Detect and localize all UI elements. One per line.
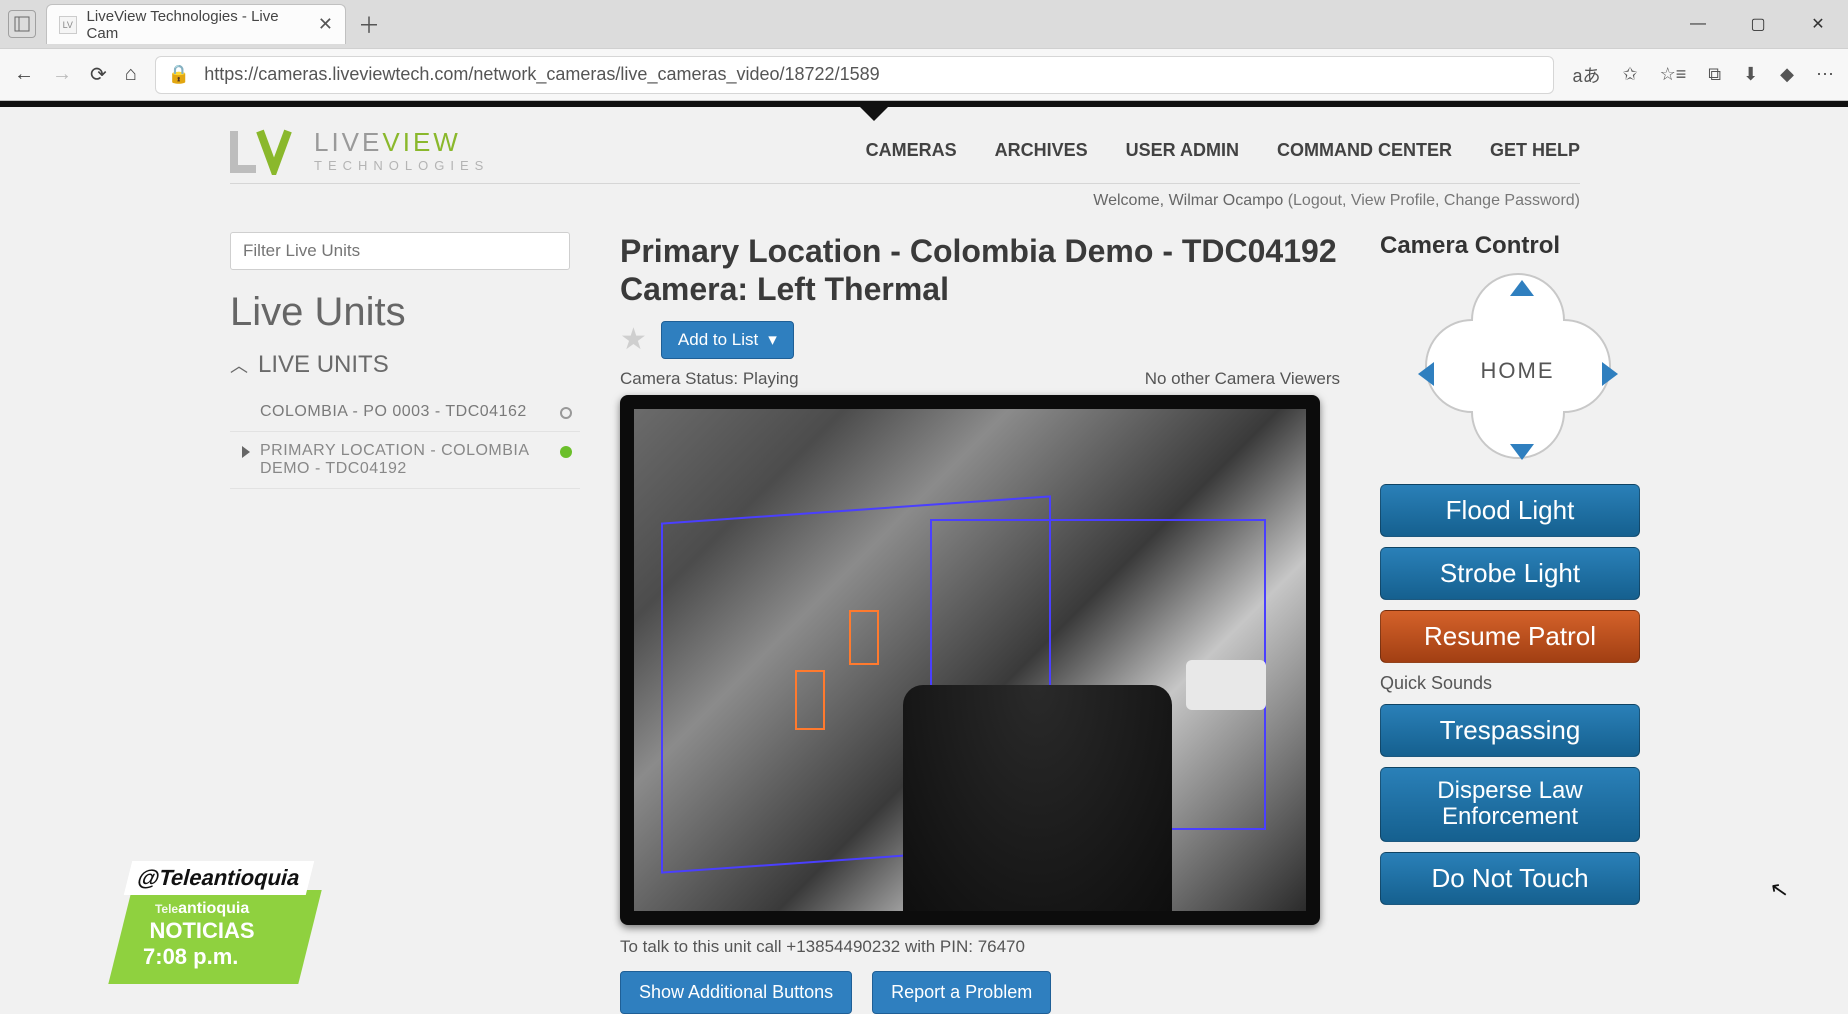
camera-control-title: Camera Control	[1380, 232, 1655, 260]
tab-title: LiveView Technologies - Live Cam	[87, 8, 308, 42]
extension-icon[interactable]: ◆	[1780, 64, 1794, 85]
tab-actions-button[interactable]	[8, 10, 36, 38]
welcome-user: Wilmar Ocampo	[1169, 192, 1284, 209]
nav-command-center[interactable]: COMMAND CENTER	[1277, 140, 1452, 161]
window-maximize-button[interactable]: ▢	[1728, 0, 1788, 48]
camera-status-label: Camera Status:	[620, 369, 743, 388]
report-problem-button[interactable]: Report a Problem	[872, 971, 1051, 1014]
url-field[interactable]: 🔒 https://cameras.liveviewtech.com/netwo…	[155, 56, 1555, 94]
home-button[interactable]: ⌂	[125, 63, 137, 86]
unit-item[interactable]: COLOMBIA - PO 0003 - TDC04162	[230, 393, 580, 432]
sound-do-not-touch-button[interactable]: Do Not Touch	[1380, 852, 1640, 905]
collections-icon[interactable]: ⧉	[1708, 64, 1721, 85]
page-body: LIVEVIEW TECHNOLOGIES CAMERAS ARCHIVES U…	[0, 107, 1848, 1014]
welcome-prefix: Welcome,	[1093, 192, 1168, 209]
back-button[interactable]: ←	[14, 63, 34, 86]
downloads-icon[interactable]: ⬇	[1743, 64, 1758, 85]
scene-shape	[903, 685, 1172, 911]
nav-get-help[interactable]: GET HELP	[1490, 140, 1580, 161]
chevron-up-icon: ︿	[230, 352, 248, 378]
logo-text-1a: LIVE	[314, 127, 382, 157]
talk-line: To talk to this unit call +13854490232 w…	[620, 937, 1340, 957]
welcome-line: Welcome, Wilmar Ocampo (Logout, View Pro…	[230, 192, 1580, 210]
unit-item[interactable]: PRIMARY LOCATION - COLOMBIA DEMO - TDC04…	[230, 432, 580, 489]
url-text: https://cameras.liveviewtech.com/network…	[204, 64, 879, 85]
nav-cameras[interactable]: CAMERAS	[866, 140, 957, 161]
welcome-links[interactable]: (Logout, View Profile, Change Password)	[1283, 192, 1580, 209]
show-additional-buttons[interactable]: Show Additional Buttons	[620, 971, 852, 1014]
ptz-down-button[interactable]	[1510, 444, 1534, 460]
more-menu-icon[interactable]: ⋯	[1816, 64, 1834, 85]
new-tab-button[interactable]: ＋	[358, 8, 380, 40]
reload-button[interactable]: ⟳	[90, 62, 107, 87]
camera-control-panel: Camera Control HOME Flood Light Strobe L…	[1380, 232, 1655, 1014]
strobe-light-button[interactable]: Strobe Light	[1380, 547, 1640, 600]
forward-button[interactable]: →	[52, 63, 72, 86]
tab-favicon: LV	[59, 16, 77, 34]
overlay-brand-small: Tele	[155, 902, 178, 916]
overlay-time: 7:08 p.m.	[143, 944, 285, 970]
play-icon	[242, 446, 250, 458]
unit-item-label: COLOMBIA - PO 0003 - TDC04162	[260, 403, 527, 420]
detection-box	[795, 670, 825, 730]
overlay-line2: NOTICIAS	[149, 918, 291, 944]
mouse-cursor-icon: ↖	[1767, 876, 1790, 905]
chevron-down-icon: ▾	[768, 330, 777, 350]
nav-pointer-icon	[860, 107, 888, 121]
main-nav: CAMERAS ARCHIVES USER ADMIN COMMAND CENT…	[866, 140, 1580, 161]
unit-item-label: PRIMARY LOCATION - COLOMBIA DEMO - TDC04…	[260, 442, 529, 477]
logo-text-2: TECHNOLOGIES	[314, 159, 489, 172]
logo-text-1b: VIEW	[382, 127, 460, 157]
sound-disperse-button[interactable]: Disperse Law Enforcement	[1380, 767, 1640, 842]
nav-user-admin[interactable]: USER ADMIN	[1126, 140, 1239, 161]
address-bar: ← → ⟳ ⌂ 🔒 https://cameras.liveviewtech.c…	[0, 48, 1848, 100]
browser-tab[interactable]: LV LiveView Technologies - Live Cam ✕	[46, 4, 346, 44]
overlay-brand: antioquia	[178, 900, 249, 917]
read-aloud-icon[interactable]: aあ	[1572, 62, 1600, 88]
lock-icon: 🔒	[168, 64, 190, 85]
overlay-handle: @Teleantioquia	[124, 861, 314, 895]
detection-box	[849, 610, 879, 665]
favorite-star-icon[interactable]: ★	[620, 322, 647, 357]
site-header: LIVEVIEW TECHNOLOGIES CAMERAS ARCHIVES U…	[230, 107, 1580, 184]
scene-shape	[1186, 660, 1266, 710]
add-to-list-label: Add to List	[678, 330, 758, 350]
sound-trespassing-button[interactable]: Trespassing	[1380, 704, 1640, 757]
favorites-bar-icon[interactable]: ☆≡	[1660, 64, 1687, 85]
tab-close-icon[interactable]: ✕	[318, 14, 333, 35]
main-column: Primary Location - Colombia Demo - TDC04…	[620, 232, 1340, 1014]
logo[interactable]: LIVEVIEW TECHNOLOGIES	[230, 125, 489, 175]
browser-chrome: LV LiveView Technologies - Live Cam ✕ ＋ …	[0, 0, 1848, 101]
add-to-list-button[interactable]: Add to List ▾	[661, 321, 794, 359]
window-close-button[interactable]: ✕	[1788, 0, 1848, 48]
video-feed	[634, 409, 1306, 911]
live-units-section-toggle[interactable]: ︿ LIVE UNITS	[230, 351, 580, 379]
flood-light-button[interactable]: Flood Light	[1380, 484, 1640, 537]
resume-patrol-button[interactable]: Resume Patrol	[1380, 610, 1640, 663]
ptz-home-button[interactable]: HOME	[1408, 358, 1628, 384]
logo-mark-icon	[230, 125, 300, 175]
camera-status-value: Playing	[743, 369, 799, 388]
window-minimize-button[interactable]: —	[1668, 0, 1728, 48]
titlebar: LV LiveView Technologies - Live Cam ✕ ＋ …	[0, 0, 1848, 48]
favorite-icon[interactable]: ✩	[1622, 64, 1637, 85]
broadcast-overlay: @Teleantioquia Teleantioquia NOTICIAS 7:…	[120, 861, 310, 984]
filter-live-units-input[interactable]	[230, 232, 570, 270]
status-dot-icon	[560, 407, 572, 419]
video-frame[interactable]	[620, 395, 1320, 925]
status-dot-icon	[560, 446, 572, 458]
live-units-heading: Live Units	[230, 290, 580, 335]
ptz-dpad: HOME	[1408, 270, 1628, 470]
page-title: Primary Location - Colombia Demo - TDC04…	[620, 232, 1340, 309]
quick-sounds-label: Quick Sounds	[1380, 673, 1655, 694]
nav-archives[interactable]: ARCHIVES	[995, 140, 1088, 161]
section-label: LIVE UNITS	[258, 351, 389, 379]
ptz-up-button[interactable]	[1510, 280, 1534, 296]
camera-viewers: No other Camera Viewers	[1145, 369, 1340, 389]
